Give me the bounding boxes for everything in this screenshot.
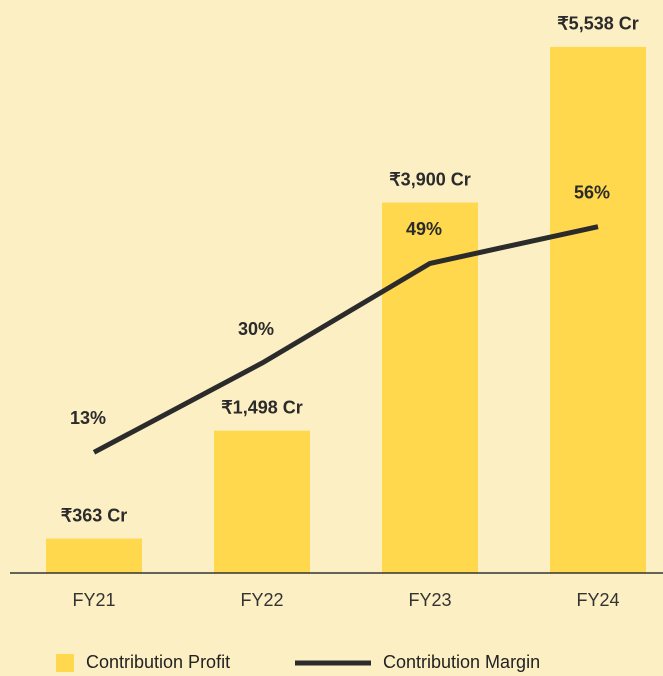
legend-label: Contribution Margin (383, 652, 540, 672)
bar-value-label: ₹1,498 Cr (221, 397, 303, 417)
legend-label: Contribution Profit (86, 652, 230, 672)
bar (550, 46, 646, 573)
bar-value-label: ₹363 Cr (61, 505, 128, 525)
line (92, 224, 599, 455)
line-value-label: 56% (574, 182, 610, 202)
line-value-label: 49% (406, 219, 442, 239)
bar (46, 538, 142, 573)
x-tick-label: FY23 (408, 590, 451, 610)
x-tick-label: FY22 (240, 590, 283, 610)
bar-value-label: ₹5,538 Cr (557, 14, 639, 34)
bar (214, 430, 310, 573)
x-tick-label: FY24 (576, 590, 619, 610)
line-value-label: 13% (70, 408, 106, 428)
x-tick-label: FY21 (72, 590, 115, 610)
bar-value-label: ₹3,900 Cr (389, 169, 471, 189)
legend-swatch (56, 654, 74, 672)
line-value-label: 30% (238, 319, 274, 339)
